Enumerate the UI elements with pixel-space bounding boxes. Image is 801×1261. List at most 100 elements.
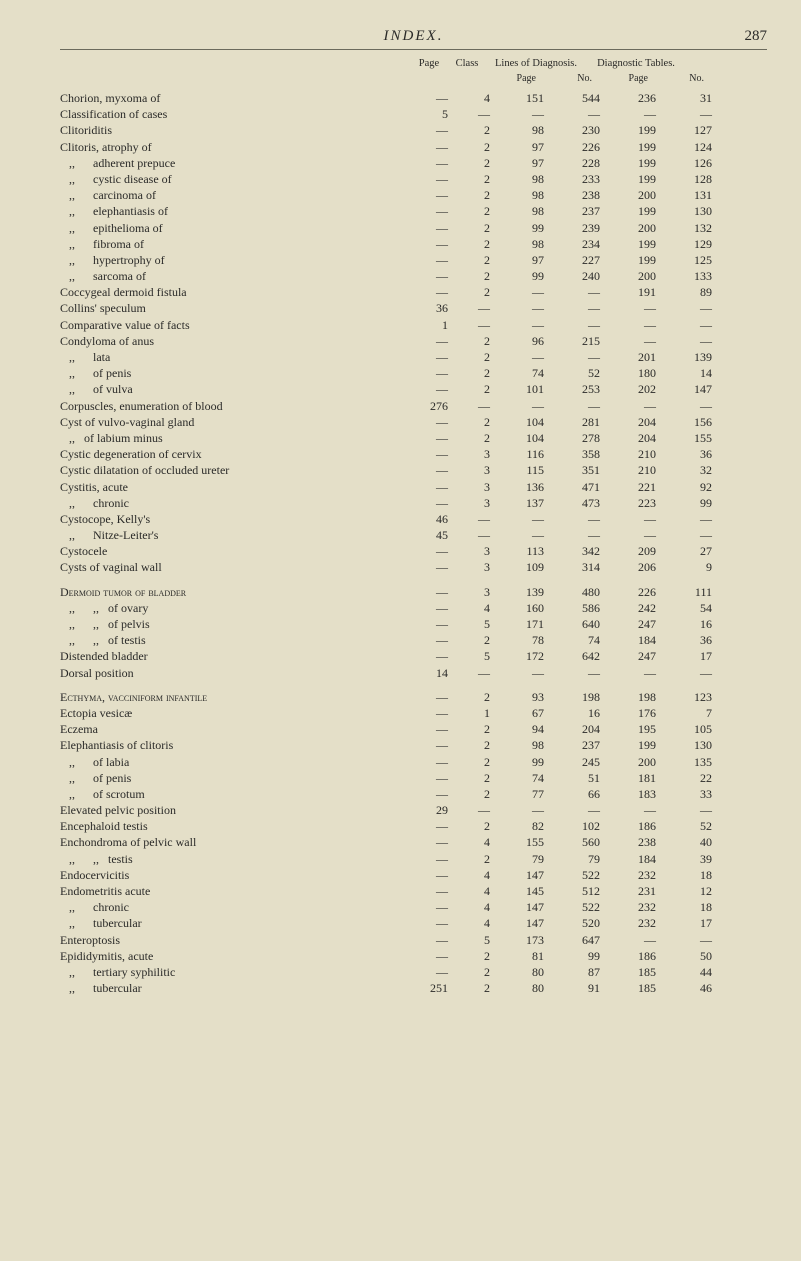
index-term: ,, adherent prepuce: [60, 155, 410, 171]
cell-table-no: 52: [662, 818, 712, 834]
cell-class: 2: [452, 349, 494, 365]
index-term: Cysts of vaginal wall: [60, 559, 410, 575]
cell-table-page: 199: [606, 122, 662, 138]
index-term: Dermoid tumor of bladder: [60, 584, 410, 600]
cell-diag-page: 67: [494, 705, 550, 721]
cell-diag-no: 358: [550, 446, 606, 462]
cell-diag-no: —: [550, 284, 606, 300]
cell-table-page: 199: [606, 139, 662, 155]
cell-class: 5: [452, 932, 494, 948]
cell-table-page: 181: [606, 770, 662, 786]
cell-class: 2: [452, 430, 494, 446]
cell-diag-no: 233: [550, 171, 606, 187]
cell-class: 2: [452, 754, 494, 770]
cell-diag-page: 109: [494, 559, 550, 575]
index-term: Eczema: [60, 721, 410, 737]
cell-diag-page: 147: [494, 915, 550, 931]
cell-diag-no: 91: [550, 980, 606, 996]
cell-table-no: 129: [662, 236, 712, 252]
running-head: INDEX. 287: [60, 28, 767, 50]
cell-diag-no: 640: [550, 616, 606, 632]
index-row: ,, of vulva—2101253202147: [60, 381, 767, 397]
cell-diag-no: —: [550, 802, 606, 818]
cell-page: 45: [410, 527, 452, 543]
cell-table-page: 185: [606, 980, 662, 996]
cell-page: 1: [410, 317, 452, 333]
cell-table-no: 27: [662, 543, 712, 559]
cell-table-page: 204: [606, 414, 662, 430]
cell-table-page: —: [606, 932, 662, 948]
cell-table-no: 128: [662, 171, 712, 187]
index-term: Elevated pelvic position: [60, 802, 410, 818]
cell-diag-page: —: [494, 284, 550, 300]
index-term: ,, tubercular: [60, 980, 410, 996]
cell-table-no: 130: [662, 203, 712, 219]
cell-page: 5: [410, 106, 452, 122]
cell-table-no: —: [662, 333, 712, 349]
cell-table-no: 16: [662, 616, 712, 632]
index-term: Endometritis acute: [60, 883, 410, 899]
cell-diag-no: 239: [550, 220, 606, 236]
cell-table-no: 44: [662, 964, 712, 980]
cell-page: —: [410, 446, 452, 462]
cell-class: 2: [452, 284, 494, 300]
index-term: Distended bladder: [60, 648, 410, 664]
cell-table-page: 184: [606, 851, 662, 867]
cell-diag-page: 99: [494, 268, 550, 284]
cell-table-no: 155: [662, 430, 712, 446]
cell-table-page: —: [606, 317, 662, 333]
cell-diag-no: 522: [550, 867, 606, 883]
cell-page: —: [410, 462, 452, 478]
cell-class: 2: [452, 721, 494, 737]
cell-page: —: [410, 349, 452, 365]
cell-table-page: 199: [606, 236, 662, 252]
cell-class: 1: [452, 705, 494, 721]
cell-page: —: [410, 721, 452, 737]
cell-table-no: 130: [662, 737, 712, 753]
cell-table-no: 124: [662, 139, 712, 155]
cell-table-page: 200: [606, 187, 662, 203]
cell-diag-page: 139: [494, 584, 550, 600]
cell-page: —: [410, 648, 452, 664]
cell-diag-page: —: [494, 665, 550, 681]
cell-diag-page: 78: [494, 632, 550, 648]
cell-class: 4: [452, 899, 494, 915]
index-row: Endometritis acute—414551223112: [60, 883, 767, 899]
cell-page: —: [410, 915, 452, 931]
head-page: Page: [410, 58, 448, 69]
cell-diag-page: —: [494, 300, 550, 316]
index-row: ,, elephantiasis of—298237199130: [60, 203, 767, 219]
cell-page: —: [410, 770, 452, 786]
index-term: Cystic degeneration of cervix: [60, 446, 410, 462]
cell-class: 3: [452, 462, 494, 478]
cell-page: —: [410, 616, 452, 632]
cell-diag-page: 104: [494, 430, 550, 446]
index-term: Elephantiasis of clitoris: [60, 737, 410, 753]
cell-class: 2: [452, 155, 494, 171]
cell-diag-no: 102: [550, 818, 606, 834]
cell-diag-no: 51: [550, 770, 606, 786]
cell-diag-no: 642: [550, 648, 606, 664]
cell-class: 2: [452, 139, 494, 155]
cell-class: —: [452, 527, 494, 543]
cell-page: 29: [410, 802, 452, 818]
cell-page: —: [410, 818, 452, 834]
index-row: ,, epithelioma of—299239200132: [60, 220, 767, 236]
index-row: ,, ,, testis—2797918439: [60, 851, 767, 867]
cell-diag-no: 198: [550, 689, 606, 705]
cell-class: 3: [452, 479, 494, 495]
cell-table-page: 232: [606, 915, 662, 931]
cell-table-page: 232: [606, 899, 662, 915]
cell-diag-page: 98: [494, 203, 550, 219]
index-term: Cystocope, Kelly's: [60, 511, 410, 527]
cell-table-page: 231: [606, 883, 662, 899]
cell-table-page: —: [606, 527, 662, 543]
cell-table-page: 199: [606, 171, 662, 187]
index-row: Cystic degeneration of cervix—3116358210…: [60, 446, 767, 462]
index-row: ,, ,, of pelvis—517164024716: [60, 616, 767, 632]
cell-table-page: 232: [606, 867, 662, 883]
index-page: INDEX. 287 Page Class Lines of Diagnosis…: [0, 0, 801, 1261]
cell-page: —: [410, 899, 452, 915]
index-row: ,, chronic—313747322399: [60, 495, 767, 511]
page-folio: 287: [727, 28, 767, 45]
